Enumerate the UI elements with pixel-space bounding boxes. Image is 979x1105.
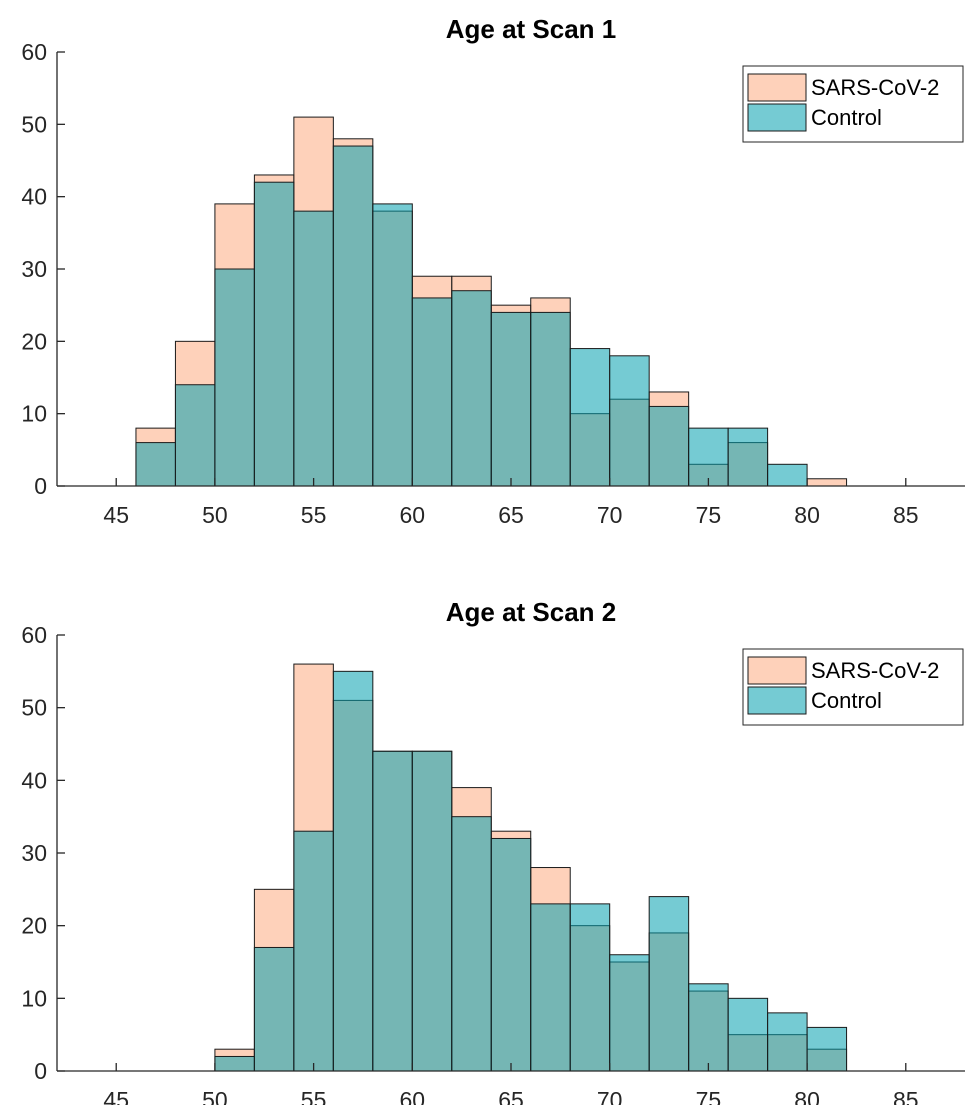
bar-control-bin-7 xyxy=(411,297,453,487)
bar-control-bin-9 xyxy=(490,311,532,487)
bar-control-bin-10 xyxy=(530,311,571,487)
bar-control-bin-7 xyxy=(490,837,532,1072)
x-tick-label: 60 xyxy=(400,1087,426,1105)
legend-label-control: Control xyxy=(811,105,882,130)
bar-control-bin-5 xyxy=(332,145,374,487)
chart-title: Age at Scan 1 xyxy=(446,14,617,44)
y-tick-label: 20 xyxy=(21,913,47,939)
x-tick-label: 55 xyxy=(301,1087,327,1105)
x-tick-label: 80 xyxy=(794,1087,820,1105)
y-tick-label: 30 xyxy=(21,256,47,282)
x-tick-label: 50 xyxy=(202,1087,228,1105)
legend-label-control: Control xyxy=(811,688,882,713)
legend-label-sars-cov-2: SARS-CoV-2 xyxy=(811,658,939,683)
y-tick-label: 30 xyxy=(21,840,47,866)
bar-control-bin-15 xyxy=(806,1026,848,1072)
bar-control-bin-12 xyxy=(688,983,729,1072)
x-tick-label: 70 xyxy=(597,502,623,528)
x-tick-label: 85 xyxy=(893,502,919,528)
bar-sars-cov-2-bin-17 xyxy=(806,478,848,487)
y-tick-label: 10 xyxy=(21,401,47,427)
y-tick-label: 50 xyxy=(21,111,47,137)
bar-control-bin-13 xyxy=(727,997,769,1072)
bar-control-bin-6 xyxy=(451,816,492,1072)
legend-swatch-control xyxy=(747,686,807,715)
x-tick-label: 70 xyxy=(597,1087,623,1105)
y-tick-label: 0 xyxy=(34,473,47,499)
x-tick-label: 85 xyxy=(893,1087,919,1105)
bar-control-bin-1 xyxy=(174,384,216,487)
bar-control-bin-13 xyxy=(648,405,690,487)
y-tick-label: 60 xyxy=(21,622,47,648)
histogram-age-at-scan-2: Age at Scan 2 0 10 20 30 40 50 60 45 50 55 60 65 70 75… xyxy=(21,597,965,1105)
legend-swatch-control xyxy=(747,103,807,132)
x-tick-label: 65 xyxy=(498,1087,524,1105)
bar-control-bin-16 xyxy=(767,463,808,487)
x-tick-label: 75 xyxy=(696,1087,722,1105)
chart-title: Age at Scan 2 xyxy=(446,597,617,627)
bar-control-bin-15 xyxy=(727,427,769,487)
bar-control-bin-2 xyxy=(293,830,334,1072)
x-tick-label: 50 xyxy=(202,502,228,528)
y-tick-label: 10 xyxy=(21,985,47,1011)
bar-control-bin-4 xyxy=(293,210,334,487)
histogram-age-at-scan-1: Age at Scan 1 0 10 20 30 40 50 60 45 50 55 60 65 70 75… xyxy=(21,14,965,528)
bar-control-bin-10 xyxy=(609,954,650,1072)
y-tick-label: 20 xyxy=(21,328,47,354)
x-tick-label: 45 xyxy=(103,1087,129,1105)
bar-control-bin-14 xyxy=(688,427,729,487)
x-tick-label: 55 xyxy=(301,502,327,528)
x-tick-label: 75 xyxy=(696,502,722,528)
y-tick-label: 40 xyxy=(21,184,47,210)
bar-control-bin-8 xyxy=(530,903,571,1072)
legend-swatch-sars-cov-2 xyxy=(747,656,807,685)
bar-control-bin-1 xyxy=(253,946,295,1072)
bar-control-bin-11 xyxy=(648,896,690,1072)
bar-control-bin-4 xyxy=(372,750,413,1072)
y-tick-label: 60 xyxy=(21,39,47,65)
x-tick-label: 60 xyxy=(400,502,426,528)
bar-control-bin-0 xyxy=(214,1055,255,1072)
bar-control-bin-9 xyxy=(569,903,611,1072)
x-tick-label: 65 xyxy=(498,502,524,528)
bar-control-bin-11 xyxy=(569,348,611,487)
bar-control-bin-14 xyxy=(767,1012,808,1072)
bar-control-bin-0 xyxy=(135,442,176,487)
y-tick-label: 50 xyxy=(21,695,47,721)
bar-control-bin-6 xyxy=(372,203,413,487)
y-tick-label: 0 xyxy=(34,1058,47,1084)
y-tick-label: 40 xyxy=(21,767,47,793)
x-tick-label: 80 xyxy=(794,502,820,528)
bar-control-bin-2 xyxy=(214,268,255,487)
bar-control-bin-8 xyxy=(451,290,492,487)
bar-control-bin-3 xyxy=(253,181,295,487)
x-tick-label: 45 xyxy=(103,502,129,528)
legend-swatch-sars-cov-2 xyxy=(747,73,807,102)
legend-label-sars-cov-2: SARS-CoV-2 xyxy=(811,75,939,100)
bar-control-bin-3 xyxy=(332,670,374,1072)
bar-control-bin-12 xyxy=(609,355,650,487)
bar-control-bin-5 xyxy=(411,750,453,1072)
